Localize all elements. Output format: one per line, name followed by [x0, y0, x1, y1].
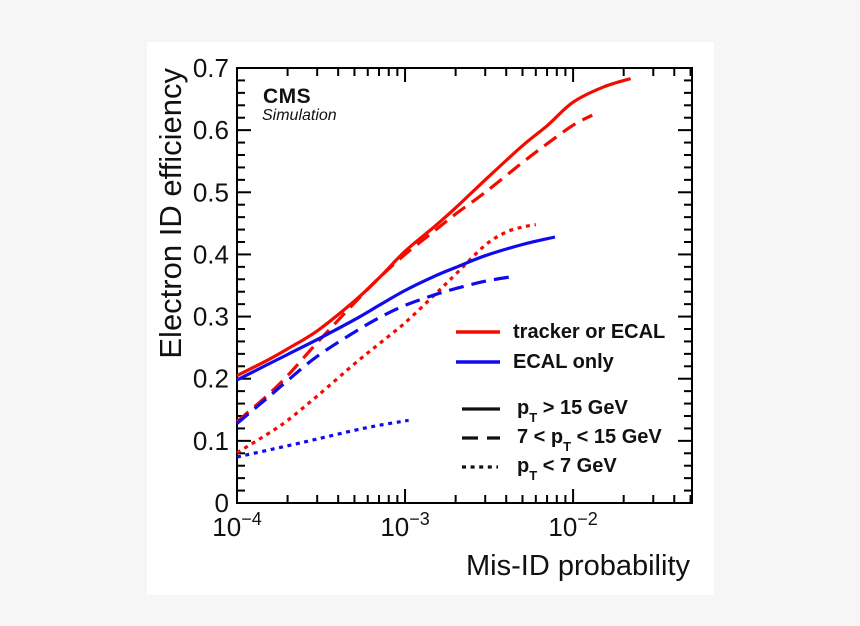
blue-solid-line-sample	[456, 360, 500, 364]
legend-label-pt-lt-7: pT < 7 GeV	[517, 455, 617, 483]
legend-label-tracker-or-ecal: tracker or ECAL	[513, 320, 666, 343]
long-dash-line-sample	[462, 435, 500, 440]
red-solid-line-sample	[456, 330, 500, 334]
experiment-label: CMS	[263, 85, 312, 108]
x-tick-label: 10−3	[380, 509, 429, 542]
plot-svg: 10−4 10−3 10−2 0 0.1 0.2 0.3 0.4 0.5 0.6 0.7 Mis-ID…	[153, 53, 693, 582]
legend-row-pt-lt-7: pT < 7 GeV	[459, 452, 662, 483]
simulation-label: Simulation	[262, 107, 337, 124]
y-axis-title: Electron ID efficiency	[153, 68, 188, 359]
legend-label-pt-gt-15: pT > 15 GeV	[517, 397, 628, 425]
legend-label-pt-7-15: 7 < pT < 15 GeV	[517, 426, 662, 454]
y-tick-label: 0.4	[193, 239, 229, 269]
curve-red-longdash	[235, 113, 593, 423]
x-axis-ticks	[236, 68, 692, 503]
y-tick-label: 0.6	[193, 115, 229, 145]
legend-label-ecal-only: ECAL only	[513, 350, 614, 373]
solid-line-sample	[462, 406, 500, 411]
category-legend: tracker or ECAL ECAL only	[455, 317, 665, 377]
x-axis-title: Mis-ID probability	[466, 550, 690, 582]
curve-blue-longdash	[235, 275, 512, 425]
legend-row-ecal-only: ECAL only	[455, 347, 665, 377]
y-tick-label: 0.1	[193, 426, 229, 456]
legend-row-pt-7-15: 7 < pT < 15 GeV	[459, 423, 662, 454]
legend-row-tracker-or-ecal: tracker or ECAL	[455, 317, 665, 347]
y-tick-label: 0.7	[193, 53, 229, 83]
y-tick-label: 0.3	[193, 302, 229, 332]
y-tick-labels: 0 0.1 0.2 0.3 0.4 0.5 0.6 0.7	[193, 53, 229, 518]
y-axis-ticks	[237, 67, 692, 504]
style-legend: pT > 15 GeV 7 < pT < 15 GeV pT < 7 GeV	[459, 394, 662, 483]
curve-blue-dotted	[236, 418, 411, 459]
plot-canvas: 10−4 10−3 10−2 0 0.1 0.2 0.3 0.4 0.5 0.6 0.7 Mis-ID…	[147, 42, 714, 595]
y-tick-label: 0	[215, 488, 229, 518]
x-tick-labels: 10−4 10−3 10−2	[212, 509, 598, 542]
x-tick-label: 10−2	[548, 509, 597, 542]
y-tick-label: 0.2	[193, 364, 229, 394]
plot-frame	[236, 67, 693, 504]
curve-red-solid	[236, 77, 632, 378]
curve-blue-solid	[236, 235, 556, 382]
y-tick-label: 0.5	[193, 177, 229, 207]
x-tick-label: 10−4	[212, 509, 261, 542]
dotted-line-sample	[462, 464, 498, 469]
legend-row-pt-gt-15: pT > 15 GeV	[459, 394, 662, 425]
